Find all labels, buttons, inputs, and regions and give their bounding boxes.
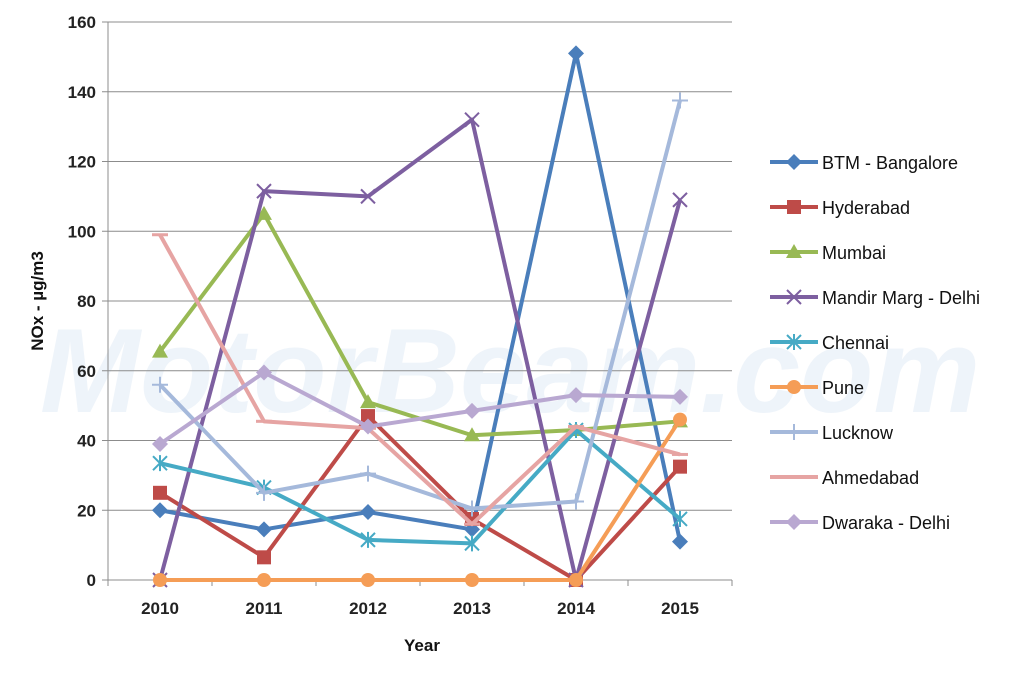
data-point-mumbai	[360, 394, 376, 409]
data-point-dwaraka-delhi	[360, 418, 376, 435]
y-tick-label: 140	[68, 83, 96, 102]
y-tick-label: 0	[87, 571, 96, 590]
x-tick-label: 2011	[246, 599, 283, 618]
data-point-lucknow	[672, 92, 688, 109]
data-point-hyderabad	[673, 459, 687, 474]
y-axis-title: NOx - µg/m3	[28, 251, 47, 351]
data-point-pune	[465, 573, 479, 587]
legend-label: Mandir Marg - Delhi	[822, 288, 980, 308]
data-point-dwaraka-delhi	[256, 364, 272, 381]
data-point-pune	[257, 573, 271, 587]
data-point-lucknow	[464, 500, 480, 517]
data-point-lucknow	[152, 376, 168, 393]
series-group	[152, 45, 688, 588]
legend-swatch-marker	[786, 289, 802, 305]
data-point-dwaraka-delhi	[464, 402, 480, 419]
data-point-mandir-marg-delhi	[672, 192, 688, 208]
legend-item-dwaraka-delhi: Dwaraka - Delhi	[770, 513, 950, 533]
legend-label: Dwaraka - Delhi	[822, 513, 950, 533]
legend-item-pune: Pune	[770, 378, 864, 398]
legend-item-mumbai: Mumbai	[770, 243, 886, 263]
series-btm-bangalore	[152, 45, 688, 550]
y-tick-label: 60	[77, 362, 96, 381]
data-point-chennai	[464, 535, 480, 552]
data-point-chennai	[672, 510, 688, 527]
data-point-chennai	[360, 531, 376, 548]
data-point-mumbai	[464, 427, 480, 442]
data-point-lucknow	[568, 493, 584, 510]
series-line-chennai	[159, 428, 682, 546]
legend-swatch-marker	[786, 424, 802, 440]
series-pune	[153, 412, 687, 587]
legend: BTM - Bangalore Hyderabad Mumbai Mandir Mar…	[770, 153, 980, 533]
data-point-mandir-marg-delhi	[256, 183, 272, 199]
data-point-pune	[569, 573, 583, 587]
y-tick-label: 160	[68, 13, 96, 32]
data-point-chennai	[152, 455, 168, 472]
series-line-hyderabad	[158, 414, 682, 582]
series-line-lucknow	[158, 99, 682, 511]
legend-item-mandir-marg-delhi: Mandir Marg - Delhi	[770, 288, 980, 308]
data-point-hyderabad	[361, 409, 375, 424]
series-line-ahmedabad	[158, 233, 681, 527]
data-point-dwaraka-delhi	[152, 435, 168, 452]
legend-item-btm-bangalore: BTM - Bangalore	[770, 153, 958, 173]
data-point-dwaraka-delhi	[672, 388, 688, 405]
legend-label: Lucknow	[822, 423, 894, 443]
legend-item-ahmedabad: Ahmedabad	[770, 468, 919, 488]
data-point-btm-bangalore	[568, 45, 584, 62]
y-tick-label: 120	[68, 153, 96, 172]
y-tick-label: 20	[77, 501, 96, 520]
data-point-btm-bangalore	[360, 503, 376, 520]
series-line-pune	[160, 418, 682, 582]
series-line-btm-bangalore	[159, 51, 682, 543]
data-point-lucknow	[256, 484, 272, 501]
legend-label: Ahmedabad	[822, 468, 919, 488]
legend-label: Mumbai	[822, 243, 886, 263]
legend-label: Chennai	[822, 333, 889, 353]
series-line-mandir-marg-delhi	[158, 117, 682, 582]
y-tick-label: 100	[68, 222, 96, 241]
series-line-dwaraka-delhi	[158, 370, 681, 446]
data-point-mumbai	[152, 343, 168, 358]
x-axis-title: Year	[404, 636, 440, 655]
data-point-pune	[153, 573, 167, 587]
data-point-pune	[361, 573, 375, 587]
x-tick-label: 2014	[557, 599, 595, 618]
data-point-hyderabad	[257, 550, 271, 565]
legend-label: Hyderabad	[822, 198, 910, 218]
legend-swatch-marker	[786, 334, 802, 350]
y-tick-label: 40	[77, 432, 96, 451]
legend-item-lucknow: Lucknow	[770, 423, 894, 443]
data-point-pune	[673, 412, 687, 427]
data-point-btm-bangalore	[152, 502, 168, 519]
x-tick-label: 2010	[141, 599, 179, 618]
legend-item-hyderabad: Hyderabad	[770, 198, 910, 218]
data-point-btm-bangalore	[672, 533, 688, 550]
data-point-dwaraka-delhi	[568, 387, 584, 404]
x-tick-label: 2015	[661, 599, 699, 618]
data-point-lucknow	[360, 465, 376, 482]
data-point-mumbai	[256, 205, 272, 220]
data-point-hyderabad	[153, 485, 167, 500]
y-tick-label: 80	[77, 292, 96, 311]
series-lucknow	[152, 92, 688, 517]
data-point-mandir-marg-delhi	[464, 111, 480, 128]
x-axis-ticks: 2010 2011 2012 2013 2014 2015	[107, 580, 733, 618]
series-dwaraka-delhi	[152, 364, 688, 452]
legend-item-chennai: Chennai	[770, 333, 889, 353]
x-tick-label: 2013	[453, 599, 491, 618]
legend-swatch-marker	[787, 200, 801, 214]
legend-swatch-marker	[786, 514, 802, 530]
legend-label: BTM - Bangalore	[822, 153, 958, 173]
data-point-btm-bangalore	[256, 521, 272, 538]
legend-swatch-marker	[786, 244, 802, 258]
legend-swatch-marker	[786, 154, 802, 170]
legend-label: Pune	[822, 378, 864, 398]
legend-swatch-marker	[787, 380, 801, 394]
data-point-mandir-marg-delhi	[360, 188, 376, 205]
x-tick-label: 2012	[349, 599, 387, 618]
y-axis-ticks: 0 20 40 60 80 100 120 140 160	[68, 13, 108, 590]
